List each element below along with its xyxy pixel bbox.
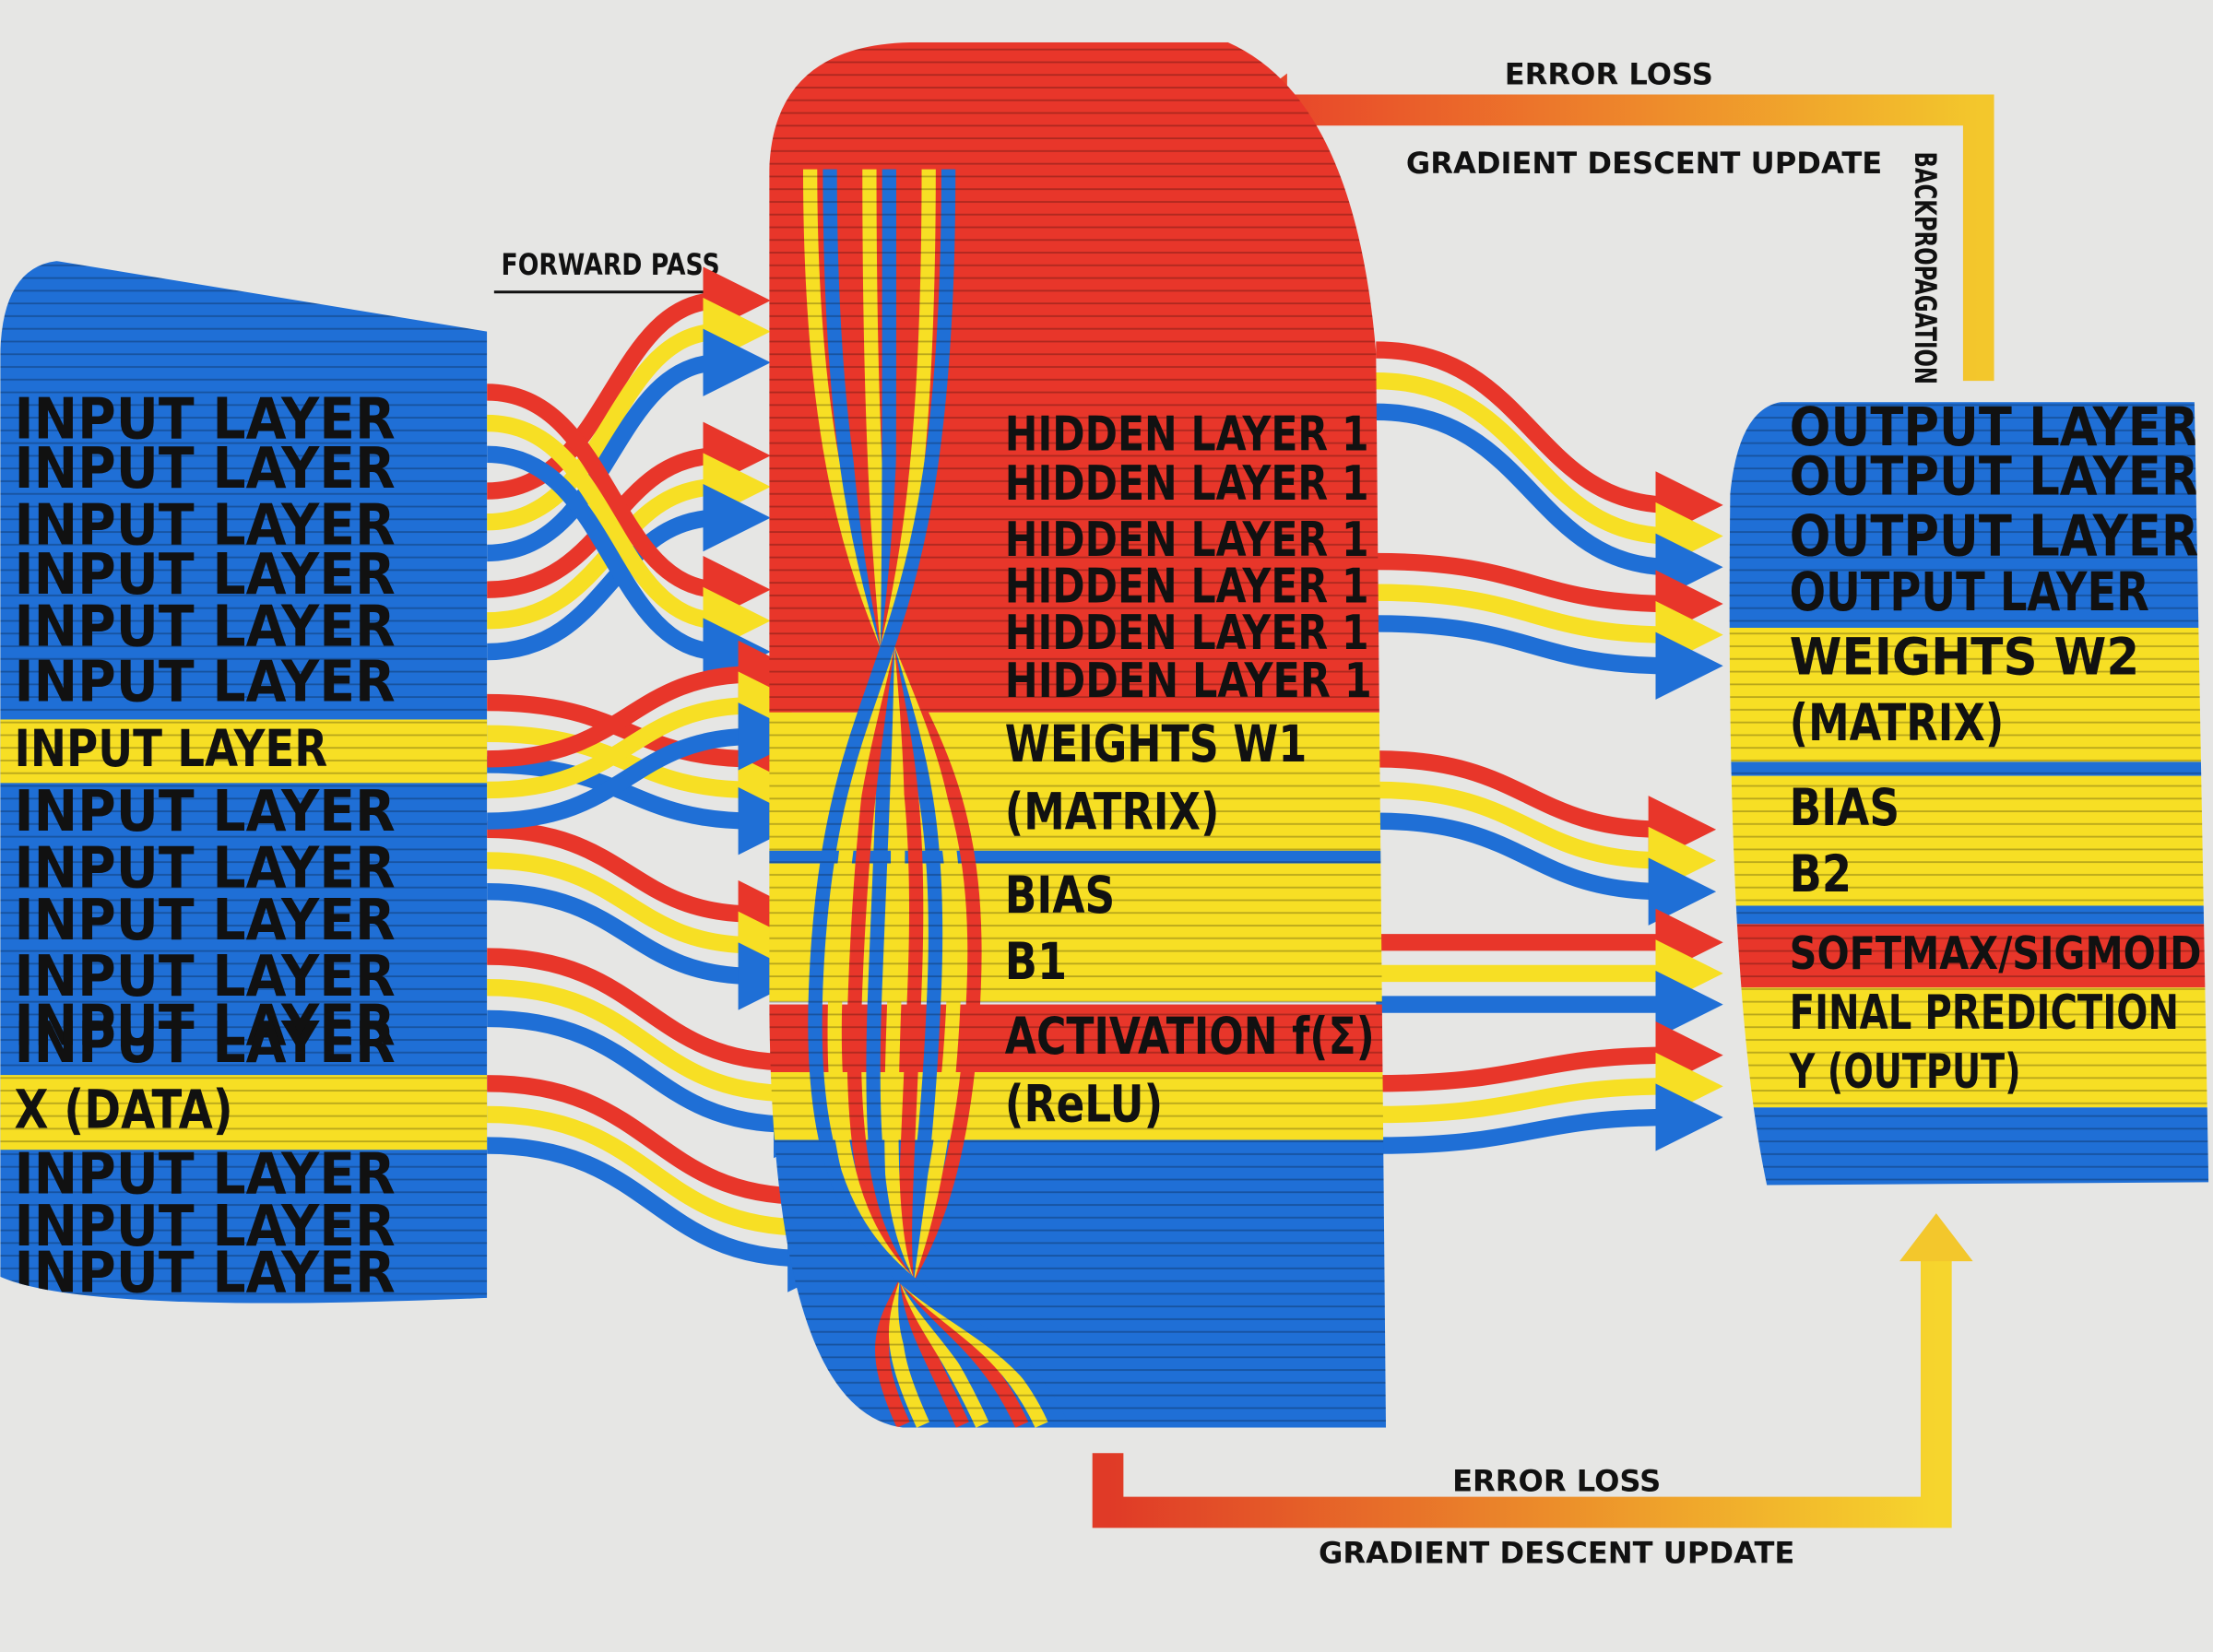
hidden-activation-type: (ReLU) <box>1005 1074 1163 1133</box>
flow-ribbon <box>486 384 771 624</box>
output-prediction: FINAL PREDICTION <box>1790 985 2179 1041</box>
hidden-title-echo: HIDDEN LAYER 1 <box>1005 407 1369 462</box>
flow-ribbon <box>487 671 807 799</box>
flow-ribbon <box>487 1075 856 1231</box>
flow-ribbon <box>486 297 771 531</box>
flow-ribbon <box>1376 812 1717 926</box>
flow-ribbons <box>486 266 1723 1292</box>
flow-ribbon <box>487 693 807 794</box>
flow-ribbon <box>487 852 807 980</box>
flow-ribbon <box>487 1009 842 1159</box>
input-title: INPUT LAYER <box>15 719 328 778</box>
hidden-title-echo: HIDDEN LAYER 1 <box>1005 560 1369 615</box>
error-loss-label: ERROR LOSS <box>1452 1463 1661 1498</box>
flow-ribbon <box>1376 1021 1723 1092</box>
flow-ribbon <box>487 882 807 1010</box>
flow-ribbon <box>486 328 771 562</box>
flow-ribbon <box>1376 750 1717 864</box>
output-prediction-type: Y (OUTPUT) <box>1789 1044 2021 1100</box>
output-title-echo: OUTPUT LAYER <box>1790 560 2149 623</box>
input-data: X (DATA) <box>15 1079 233 1141</box>
flow-ribbon <box>487 1137 856 1292</box>
flow-ribbon <box>487 820 807 949</box>
error-loss-label: ERROR LOSS <box>1505 57 1713 92</box>
flow-ribbon <box>486 445 771 686</box>
flow-ribbon <box>1376 615 1723 701</box>
hidden-title-echo: HIDDEN LAYER 1 <box>1005 606 1369 661</box>
hidden-title-echo: HIDDEN LAYER 1 <box>1005 654 1372 709</box>
flow-ribbon <box>1376 341 1723 539</box>
forward-pass-arrowhead <box>725 282 746 302</box>
output-layer: OUTPUT LAYER OUTPUT LAYER OUTPUT LAYER O… <box>1729 395 2209 1186</box>
input-title-echo: INPUT LAYER <box>15 387 396 453</box>
hidden-bias: BIAS <box>1005 866 1115 925</box>
flow-ribbon <box>487 948 842 1097</box>
flow-ribbon <box>487 1105 856 1262</box>
hidden-bias-name: B1 <box>1005 932 1067 991</box>
output-title-echo: OUTPUT LAYER <box>1790 395 2199 458</box>
flow-ribbon <box>1376 781 1717 895</box>
flow-ribbon <box>487 702 807 830</box>
output-activation: SOFTMAX/SIGMOID <box>1790 927 2202 980</box>
flow-ribbon <box>1376 584 1723 669</box>
flow-ribbon <box>1376 1052 1723 1124</box>
forward-pass-label: FORWARD PASS <box>501 247 719 282</box>
flow-ribbon <box>1376 1083 1723 1154</box>
hidden-activation: ACTIVATION f(Σ) <box>1005 1007 1375 1066</box>
output-title: OUTPUT LAYER <box>1790 504 2199 570</box>
flow-ribbon <box>486 266 771 500</box>
input-title-echo: INPUT LAYER <box>15 835 396 901</box>
output-weights: WEIGHTS W2 <box>1790 627 2140 686</box>
update-label: GRADIENT DESCENT UPDATE <box>1319 1535 1794 1570</box>
hidden-title: HIDDEN LAYER 1 <box>1005 513 1369 568</box>
backprop-label: BACKPROPAGATION <box>1908 152 1943 385</box>
input-title-echo: INPUT LAYER <box>15 944 396 1009</box>
flow-ribbon <box>487 725 807 824</box>
input-title-echo: INPUT LAYER <box>15 542 396 608</box>
input-title-echo: INPUT LAYER <box>15 595 396 660</box>
output-weights-type: (MATRIX) <box>1790 693 2005 752</box>
input-title-echo: INPUT LAYER <box>15 1141 396 1207</box>
input-title-echo: INPUT LAYER <box>15 888 396 953</box>
flow-ribbon <box>486 414 771 655</box>
input-title-echo: INPUT LAYER <box>15 1194 396 1259</box>
output-title-echo: OUTPUT LAYER <box>1790 444 2199 507</box>
flow-ribbon <box>487 483 771 661</box>
hidden-weights: WEIGHTS W1 <box>1005 714 1307 773</box>
input-title-echo: INPUT LAYER <box>15 1010 396 1076</box>
flow-ribbon <box>487 756 807 856</box>
input-title-echo: INPUT LAYER <box>15 649 396 714</box>
flow-ribbon <box>487 640 807 768</box>
output-bias: BIAS <box>1790 778 1899 837</box>
update-label: GRADIENT DESCENT UPDATE <box>1406 146 1882 181</box>
hidden-weights-type: (MATRIX) <box>1005 783 1220 842</box>
flow-ribbon <box>1376 372 1723 571</box>
input-title-echo: INPUT LAYER <box>15 994 396 1059</box>
output-bias-name: B2 <box>1790 844 1852 903</box>
input-title-echo: INPUT LAYER <box>15 779 396 844</box>
hidden-title-echo: HIDDEN LAYER 1 <box>1005 456 1369 512</box>
flow-ribbon <box>1376 403 1723 601</box>
flow-ribbon <box>487 979 842 1127</box>
input-title-echo: INPUT LAYER <box>15 436 396 502</box>
flow-ribbon <box>1376 552 1723 638</box>
input-title-echo: INPUT LAYER <box>15 492 396 558</box>
input-title-echo: INPUT LAYER <box>15 1241 396 1306</box>
backprop-bottom-arrow <box>1092 1213 1973 1528</box>
